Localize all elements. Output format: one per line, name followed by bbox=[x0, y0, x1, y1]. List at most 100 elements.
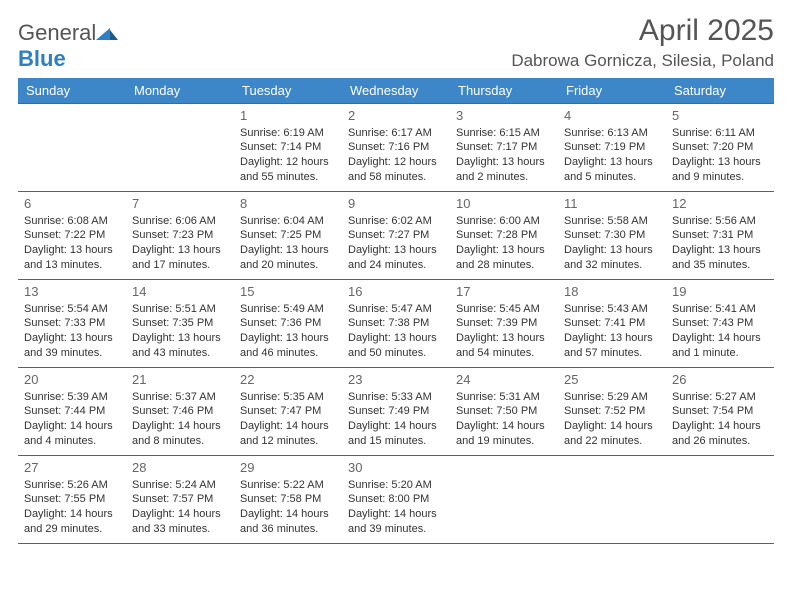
daylight-text: Daylight: 13 hours and 54 minutes. bbox=[456, 331, 552, 361]
calendar-cell: 30Sunrise: 5:20 AMSunset: 8:00 PMDayligh… bbox=[342, 456, 450, 544]
weekday-header: Friday bbox=[558, 78, 666, 104]
daylight-text: Daylight: 14 hours and 33 minutes. bbox=[132, 507, 228, 537]
calendar-cell: 8Sunrise: 6:04 AMSunset: 7:25 PMDaylight… bbox=[234, 192, 342, 280]
calendar-cell: 4Sunrise: 6:13 AMSunset: 7:19 PMDaylight… bbox=[558, 104, 666, 192]
day-number: 28 bbox=[132, 459, 228, 477]
daylight-text: Daylight: 14 hours and 8 minutes. bbox=[132, 419, 228, 449]
sunrise-text: Sunrise: 6:19 AM bbox=[240, 126, 336, 141]
sunset-text: Sunset: 7:23 PM bbox=[132, 228, 228, 243]
day-number: 5 bbox=[672, 107, 768, 125]
day-number: 1 bbox=[240, 107, 336, 125]
sunset-text: Sunset: 7:44 PM bbox=[24, 404, 120, 419]
day-number: 24 bbox=[456, 371, 552, 389]
daylight-text: Daylight: 12 hours and 58 minutes. bbox=[348, 155, 444, 185]
calendar-week-row: 6Sunrise: 6:08 AMSunset: 7:22 PMDaylight… bbox=[18, 192, 774, 280]
sunrise-text: Sunrise: 5:56 AM bbox=[672, 214, 768, 229]
calendar-cell-empty bbox=[558, 456, 666, 544]
weekday-header: Tuesday bbox=[234, 78, 342, 104]
calendar-cell: 21Sunrise: 5:37 AMSunset: 7:46 PMDayligh… bbox=[126, 368, 234, 456]
sunrise-text: Sunrise: 6:08 AM bbox=[24, 214, 120, 229]
sunrise-text: Sunrise: 5:37 AM bbox=[132, 390, 228, 405]
sunrise-text: Sunrise: 5:29 AM bbox=[564, 390, 660, 405]
sunrise-text: Sunrise: 5:43 AM bbox=[564, 302, 660, 317]
sunset-text: Sunset: 7:31 PM bbox=[672, 228, 768, 243]
calendar-cell: 20Sunrise: 5:39 AMSunset: 7:44 PMDayligh… bbox=[18, 368, 126, 456]
sunrise-text: Sunrise: 6:06 AM bbox=[132, 214, 228, 229]
daylight-text: Daylight: 13 hours and 39 minutes. bbox=[24, 331, 120, 361]
day-number: 9 bbox=[348, 195, 444, 213]
daylight-text: Daylight: 14 hours and 12 minutes. bbox=[240, 419, 336, 449]
day-number: 26 bbox=[672, 371, 768, 389]
calendar-cell: 27Sunrise: 5:26 AMSunset: 7:55 PMDayligh… bbox=[18, 456, 126, 544]
sunset-text: Sunset: 7:54 PM bbox=[672, 404, 768, 419]
sunrise-text: Sunrise: 5:31 AM bbox=[456, 390, 552, 405]
calendar-table: SundayMondayTuesdayWednesdayThursdayFrid… bbox=[18, 78, 774, 544]
sunset-text: Sunset: 7:41 PM bbox=[564, 316, 660, 331]
daylight-text: Daylight: 13 hours and 5 minutes. bbox=[564, 155, 660, 185]
day-number: 10 bbox=[456, 195, 552, 213]
day-number: 17 bbox=[456, 283, 552, 301]
daylight-text: Daylight: 14 hours and 19 minutes. bbox=[456, 419, 552, 449]
calendar-cell-empty bbox=[18, 104, 126, 192]
day-number: 19 bbox=[672, 283, 768, 301]
weekday-header: Thursday bbox=[450, 78, 558, 104]
sunrise-text: Sunrise: 5:47 AM bbox=[348, 302, 444, 317]
calendar-cell: 26Sunrise: 5:27 AMSunset: 7:54 PMDayligh… bbox=[666, 368, 774, 456]
sunrise-text: Sunrise: 5:22 AM bbox=[240, 478, 336, 493]
location: Dabrowa Gornicza, Silesia, Poland bbox=[511, 51, 774, 71]
sunrise-text: Sunrise: 5:45 AM bbox=[456, 302, 552, 317]
calendar-cell: 28Sunrise: 5:24 AMSunset: 7:57 PMDayligh… bbox=[126, 456, 234, 544]
sunrise-text: Sunrise: 5:58 AM bbox=[564, 214, 660, 229]
day-number: 27 bbox=[24, 459, 120, 477]
calendar-cell: 13Sunrise: 5:54 AMSunset: 7:33 PMDayligh… bbox=[18, 280, 126, 368]
sunset-text: Sunset: 7:25 PM bbox=[240, 228, 336, 243]
day-number: 18 bbox=[564, 283, 660, 301]
day-number: 4 bbox=[564, 107, 660, 125]
calendar-cell: 7Sunrise: 6:06 AMSunset: 7:23 PMDaylight… bbox=[126, 192, 234, 280]
day-number: 8 bbox=[240, 195, 336, 213]
sunrise-text: Sunrise: 5:54 AM bbox=[24, 302, 120, 317]
daylight-text: Daylight: 13 hours and 50 minutes. bbox=[348, 331, 444, 361]
calendar-cell: 9Sunrise: 6:02 AMSunset: 7:27 PMDaylight… bbox=[342, 192, 450, 280]
sunset-text: Sunset: 7:46 PM bbox=[132, 404, 228, 419]
sunrise-text: Sunrise: 6:17 AM bbox=[348, 126, 444, 141]
sunset-text: Sunset: 7:19 PM bbox=[564, 140, 660, 155]
calendar-cell: 25Sunrise: 5:29 AMSunset: 7:52 PMDayligh… bbox=[558, 368, 666, 456]
day-number: 22 bbox=[240, 371, 336, 389]
calendar-cell: 29Sunrise: 5:22 AMSunset: 7:58 PMDayligh… bbox=[234, 456, 342, 544]
daylight-text: Daylight: 14 hours and 1 minute. bbox=[672, 331, 768, 361]
calendar-cell-empty bbox=[450, 456, 558, 544]
calendar-cell: 17Sunrise: 5:45 AMSunset: 7:39 PMDayligh… bbox=[450, 280, 558, 368]
brand-word-1: General bbox=[18, 20, 96, 45]
daylight-text: Daylight: 13 hours and 35 minutes. bbox=[672, 243, 768, 273]
day-number: 7 bbox=[132, 195, 228, 213]
sunrise-text: Sunrise: 6:13 AM bbox=[564, 126, 660, 141]
day-number: 3 bbox=[456, 107, 552, 125]
daylight-text: Daylight: 13 hours and 2 minutes. bbox=[456, 155, 552, 185]
sunrise-text: Sunrise: 6:15 AM bbox=[456, 126, 552, 141]
sunset-text: Sunset: 7:20 PM bbox=[672, 140, 768, 155]
day-number: 23 bbox=[348, 371, 444, 389]
day-number: 25 bbox=[564, 371, 660, 389]
weekday-header: Saturday bbox=[666, 78, 774, 104]
month-title: April 2025 bbox=[511, 14, 774, 47]
day-number: 20 bbox=[24, 371, 120, 389]
calendar-cell: 18Sunrise: 5:43 AMSunset: 7:41 PMDayligh… bbox=[558, 280, 666, 368]
sunset-text: Sunset: 7:27 PM bbox=[348, 228, 444, 243]
sunrise-text: Sunrise: 6:11 AM bbox=[672, 126, 768, 141]
day-number: 29 bbox=[240, 459, 336, 477]
day-number: 14 bbox=[132, 283, 228, 301]
daylight-text: Daylight: 14 hours and 29 minutes. bbox=[24, 507, 120, 537]
day-number: 15 bbox=[240, 283, 336, 301]
sunset-text: Sunset: 8:00 PM bbox=[348, 492, 444, 507]
calendar-week-row: 27Sunrise: 5:26 AMSunset: 7:55 PMDayligh… bbox=[18, 456, 774, 544]
calendar-week-row: 20Sunrise: 5:39 AMSunset: 7:44 PMDayligh… bbox=[18, 368, 774, 456]
calendar-body: 1Sunrise: 6:19 AMSunset: 7:14 PMDaylight… bbox=[18, 104, 774, 544]
calendar-cell: 10Sunrise: 6:00 AMSunset: 7:28 PMDayligh… bbox=[450, 192, 558, 280]
calendar-cell-empty bbox=[666, 456, 774, 544]
sunset-text: Sunset: 7:47 PM bbox=[240, 404, 336, 419]
calendar-cell: 6Sunrise: 6:08 AMSunset: 7:22 PMDaylight… bbox=[18, 192, 126, 280]
calendar-cell: 14Sunrise: 5:51 AMSunset: 7:35 PMDayligh… bbox=[126, 280, 234, 368]
day-number: 13 bbox=[24, 283, 120, 301]
daylight-text: Daylight: 13 hours and 20 minutes. bbox=[240, 243, 336, 273]
